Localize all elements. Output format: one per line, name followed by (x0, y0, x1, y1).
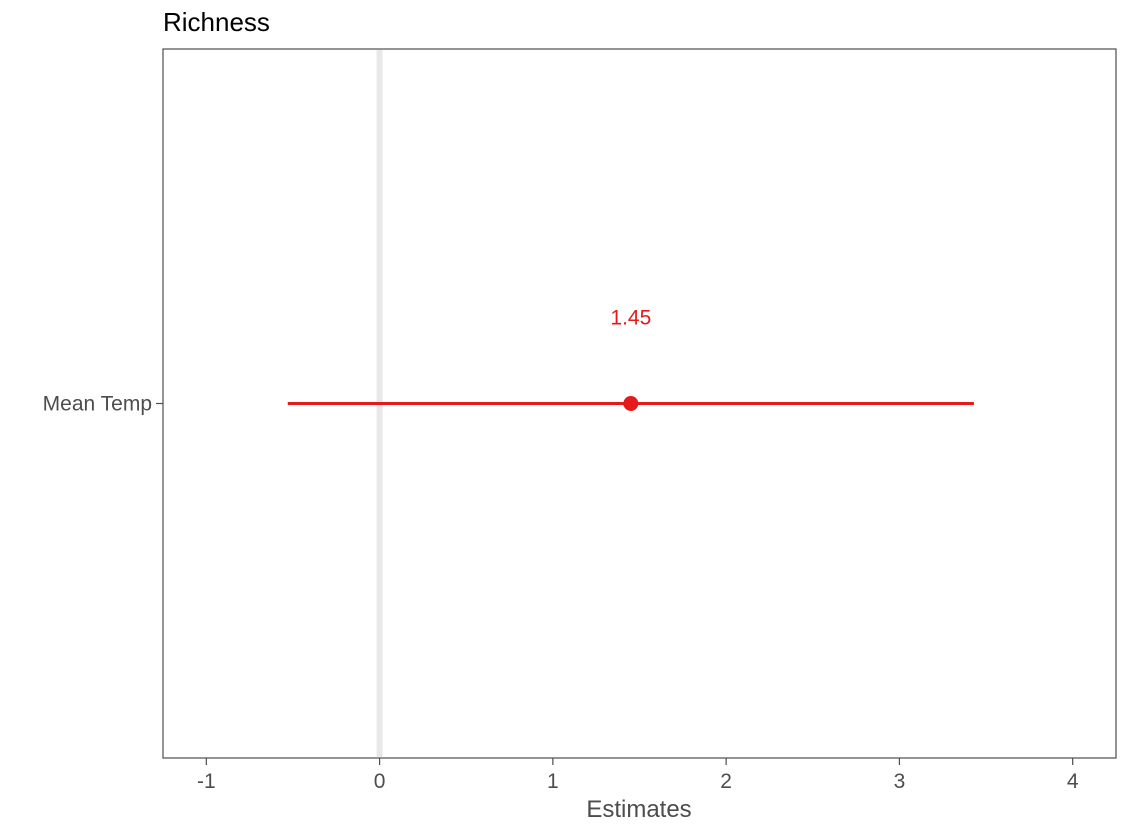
x-tick-label: 4 (1067, 770, 1079, 793)
estimate-value-label: 1.45 (610, 307, 651, 330)
x-tick-label: 0 (374, 770, 386, 793)
x-tick-label: 1 (547, 770, 559, 793)
y-tick-label: Mean Temp (43, 393, 152, 416)
x-tick-label: -1 (197, 770, 216, 793)
estimate-point (623, 396, 639, 411)
estimate-marks-layer: 1.45 (287, 307, 974, 411)
x-tick-label: 2 (720, 770, 732, 793)
y-axis: Mean Temp (43, 393, 163, 416)
chart-title: Richness (163, 7, 270, 37)
x-tick-label: 3 (894, 770, 906, 793)
x-axis: -1 0 1 2 3 4 (197, 758, 1079, 793)
x-axis-title: Estimates (586, 796, 691, 823)
